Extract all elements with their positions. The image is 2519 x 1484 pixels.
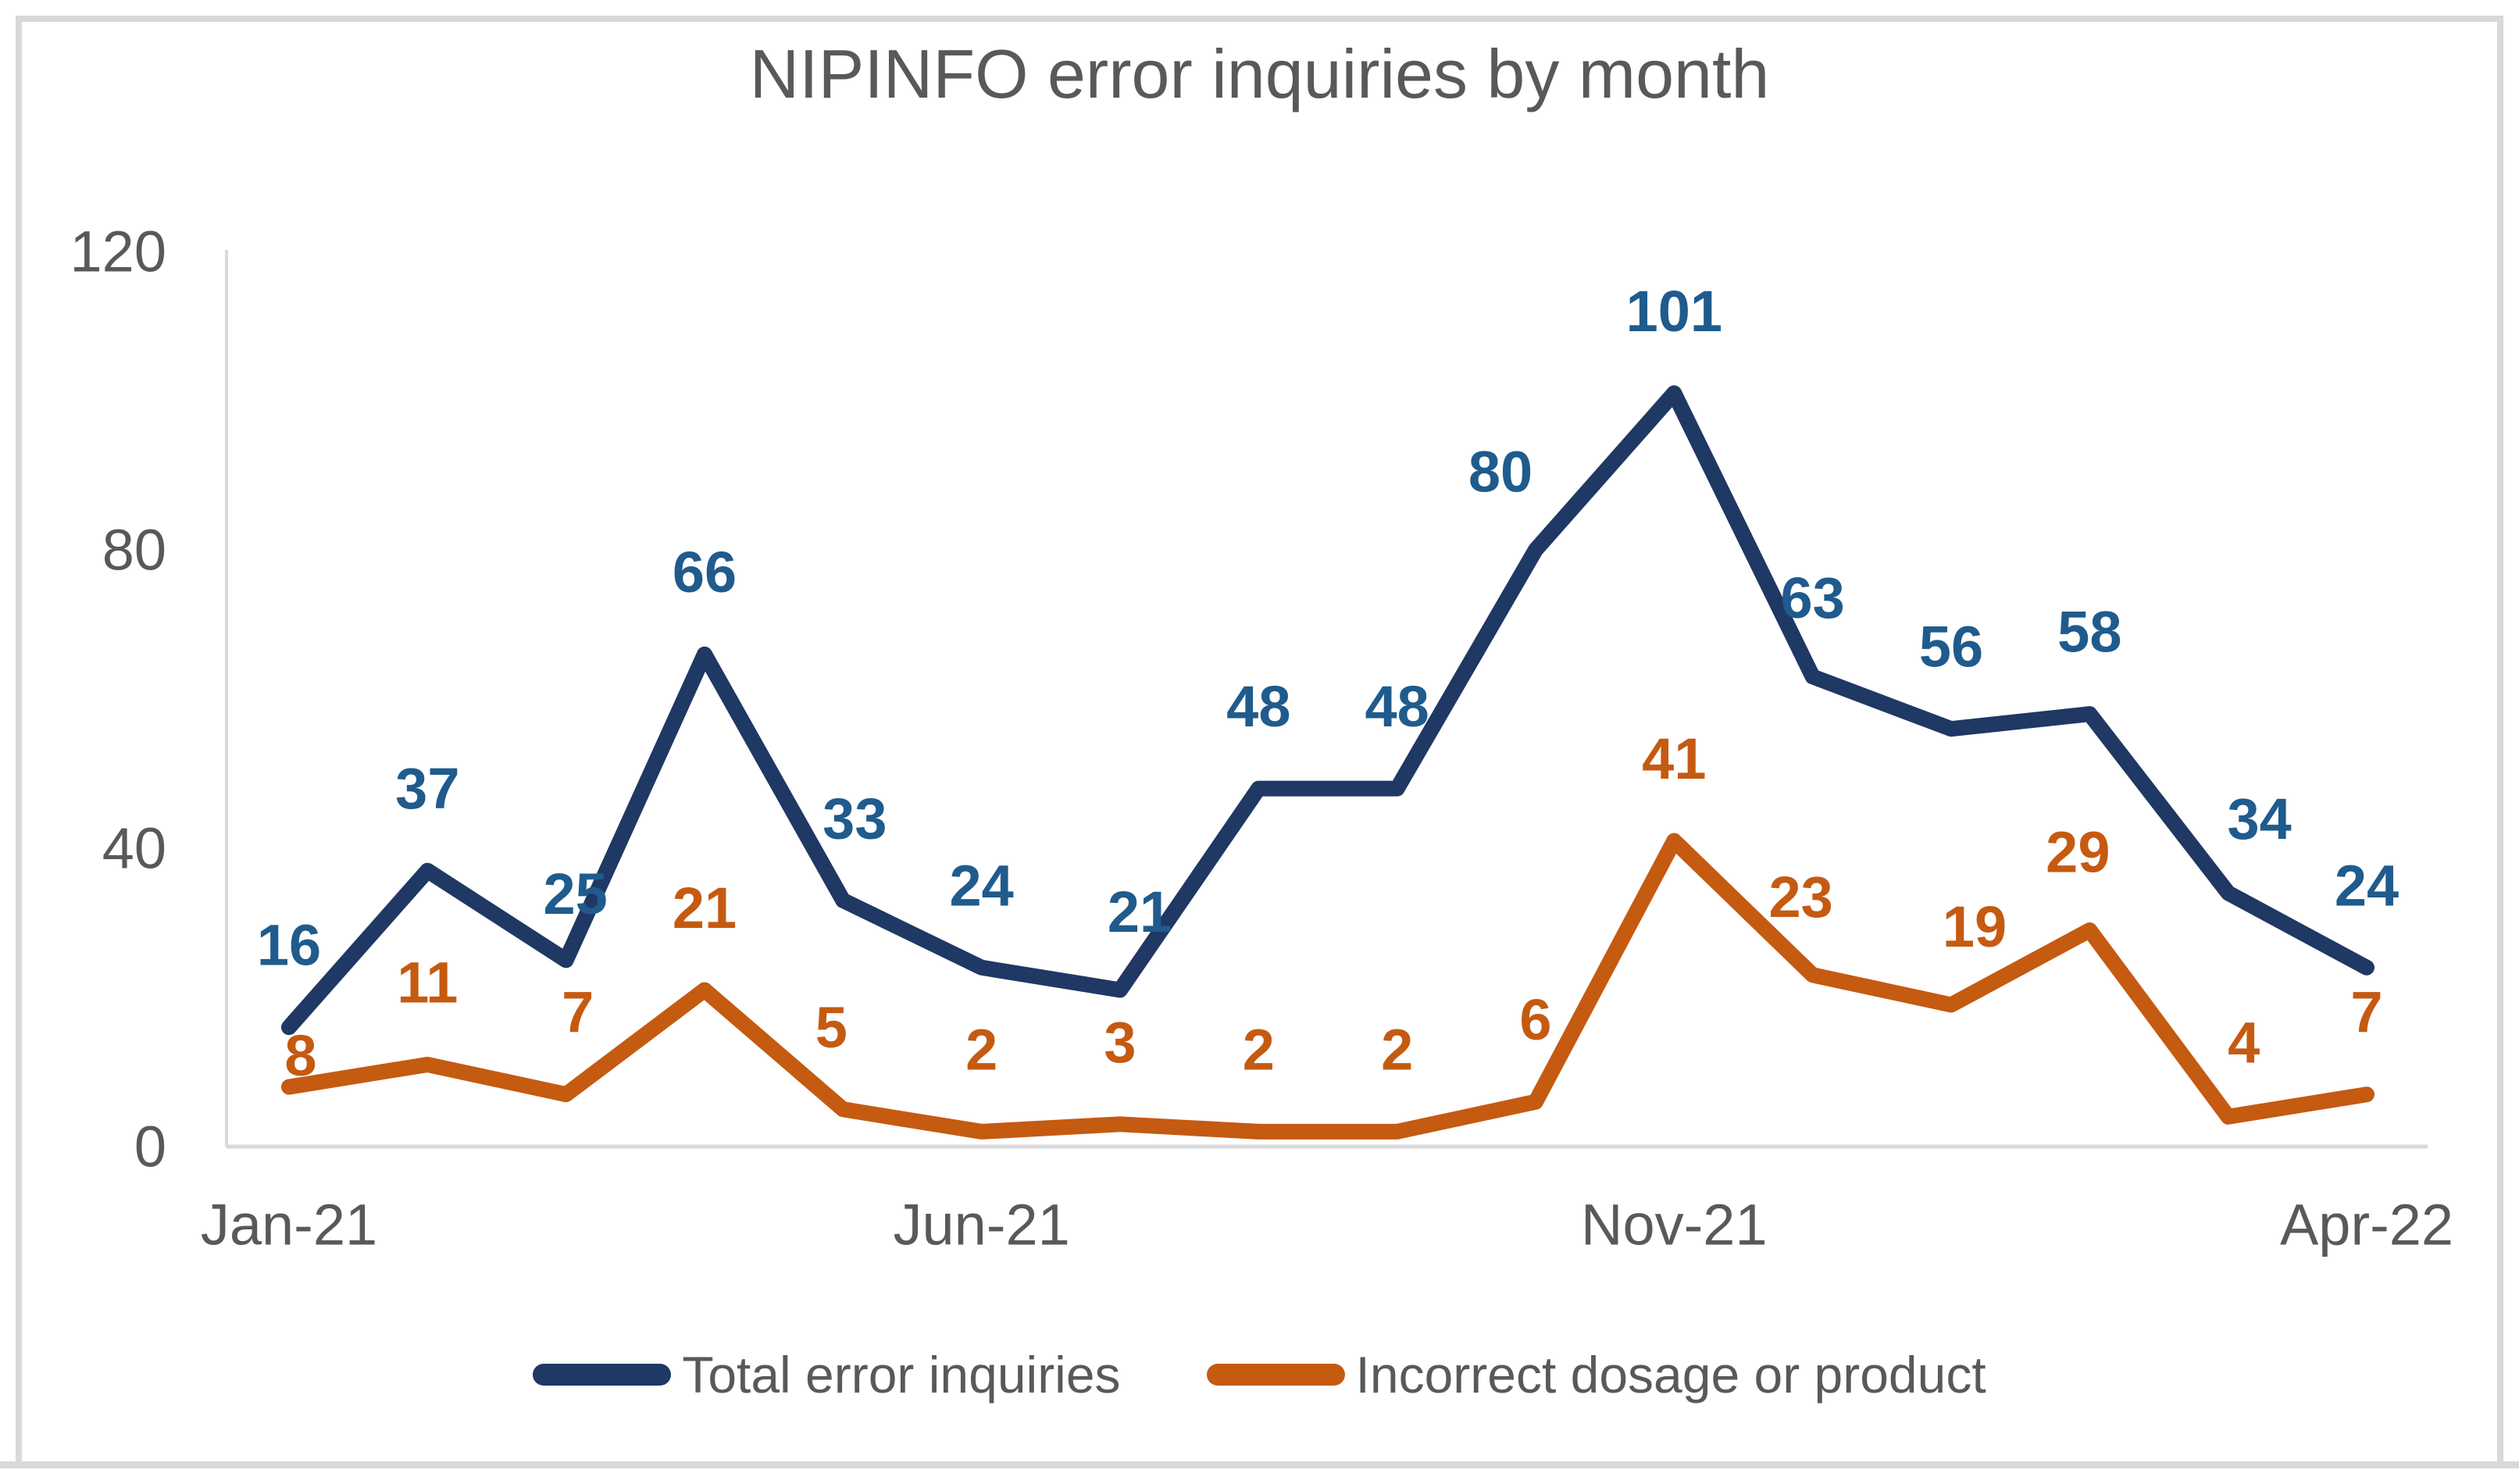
series-line-total [281,385,2374,1036]
data-label: 16 [257,913,321,978]
data-label: 58 [2057,600,2121,665]
data-label: 101 [1626,279,1722,344]
x-tick-label: Nov-21 [1581,1193,1768,1257]
data-label: 24 [2335,853,2399,918]
data-label: 41 [1642,726,1706,791]
data-label: 2 [1243,1017,1275,1082]
chart-frame [16,16,2503,1468]
data-label: 4 [2228,1010,2260,1075]
data-label: 80 [1468,440,1532,505]
legend-item-total-error-inquiries: Total error inquiries [533,1345,1121,1404]
data-label: 7 [2350,980,2382,1045]
data-label: 48 [1365,674,1429,739]
data-label: 2 [965,1017,997,1082]
data-label: 25 [544,862,608,926]
data-label: 66 [673,540,737,605]
data-label: 23 [1769,865,1833,929]
data-label: 11 [397,950,458,1015]
data-label: 33 [822,786,887,851]
y-tick-label: 120 [70,219,166,284]
data-label: 3 [1104,1010,1136,1075]
data-label: 37 [395,756,459,821]
data-label: 48 [1226,674,1290,739]
data-label: 8 [284,1023,316,1088]
data-label: 29 [2046,820,2110,885]
data-label: 63 [1781,565,1845,630]
x-tick-label: Jan-21 [201,1193,377,1257]
data-label: 34 [2228,787,2292,851]
legend-label-total: Total error inquiries [682,1346,1121,1404]
data-label: 56 [1919,615,1983,680]
data-label: 5 [815,995,847,1060]
legend-label-incorrect: Incorrect dosage or product [1355,1346,1986,1404]
data-label: 2 [1381,1017,1413,1082]
window-bottom-edge [0,1461,2519,1468]
legend-swatch-incorrect-icon [1206,1364,1345,1386]
y-tick-label: 40 [102,816,166,881]
legend: Total error inquiries Incorrect dosage o… [0,1345,2519,1404]
data-label: 7 [562,980,594,1045]
legend-swatch-total-icon [533,1364,672,1386]
data-label: 19 [1943,894,2007,959]
data-label: 6 [1519,987,1551,1052]
data-label: 21 [1108,879,1172,944]
x-tick-label: Apr-22 [2280,1193,2453,1257]
y-tick-label: 80 [102,518,166,583]
legend-item-incorrect-dosage: Incorrect dosage or product [1206,1345,1986,1404]
data-label: 21 [673,876,737,940]
data-label: 24 [950,853,1014,918]
series-line-incorrect [281,833,2374,1140]
x-tick-label: Jun-21 [894,1193,1070,1257]
y-tick-label: 0 [134,1115,166,1179]
chart-title: NIPINFO error inquiries by month [749,35,1770,112]
